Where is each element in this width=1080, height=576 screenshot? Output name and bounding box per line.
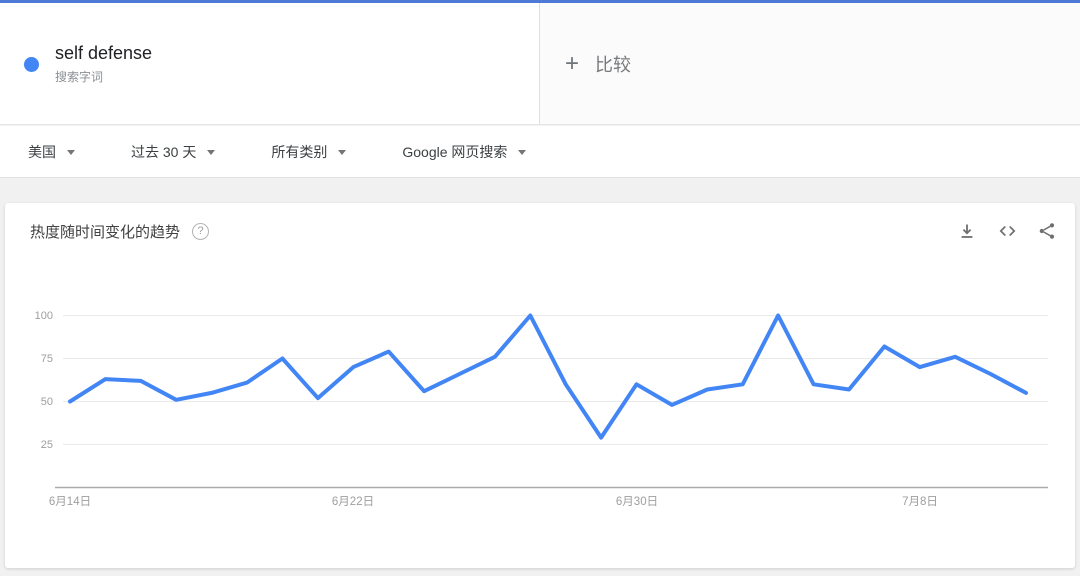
download-button[interactable] (957, 221, 977, 241)
x-tick-0: 6月14日 (49, 496, 91, 508)
compare-label: 比较 (595, 54, 632, 75)
plus-icon: + (565, 49, 580, 77)
embed-button[interactable] (997, 221, 1017, 241)
card-header: 热度随时间变化的趋势 ? (30, 218, 1057, 244)
x-tick-1: 6月22日 (332, 496, 374, 508)
embed-code-icon (999, 226, 1015, 236)
trend-series-line (68, 313, 1028, 440)
chart-title: 热度随时间变化的趋势 (30, 223, 181, 241)
x-tick-2: 6月30日 (616, 496, 658, 508)
y-axis-labels: 100 75 50 25 (35, 310, 53, 451)
x-axis-labels: 6月14日 6月22日 6月30日 7月8日 (49, 496, 938, 508)
share-icon (1039, 223, 1055, 239)
category-filter-dropdown[interactable]: 所有类别 (271, 142, 347, 162)
share-button[interactable] (1037, 221, 1057, 241)
chevron-down-icon (207, 150, 216, 155)
chevron-down-icon (67, 150, 75, 155)
help-icon[interactable]: ? (192, 222, 210, 240)
y-tick-50: 50 (41, 396, 53, 408)
trend-line-chart: 100 75 50 25 6月14日 6月22日 6月30日 7月8日 (35, 310, 1048, 508)
category-filter-label: 所有类别 (271, 143, 328, 160)
search-term-label: self defense (55, 43, 153, 63)
time-range-filter-label: 过去 30 天 (131, 143, 197, 160)
search-type-filter-dropdown[interactable]: Google 网页搜索 (402, 142, 527, 162)
download-icon (961, 224, 973, 238)
chart-toolbar (937, 221, 1057, 241)
accent-top-border (0, 0, 1080, 3)
search-type-filter-label: Google 网页搜索 (402, 143, 508, 160)
time-range-filter-dropdown[interactable]: 过去 30 天 (131, 142, 216, 162)
region-filter-dropdown[interactable]: 美国 (28, 142, 75, 162)
region-filter-label: 美国 (28, 143, 56, 160)
term-text-block: self defense 搜索字词 (55, 42, 152, 85)
y-tick-75: 75 (41, 353, 53, 365)
y-tick-100: 100 (35, 310, 53, 322)
chevron-down-icon (518, 150, 527, 155)
gridlines (55, 315, 1048, 489)
search-term-card[interactable]: self defense 搜索字词 (0, 3, 540, 124)
search-term-type: 搜索字词 (55, 70, 104, 84)
y-tick-25: 25 (41, 439, 53, 451)
explore-header: self defense 搜索字词 + 比较 (0, 3, 1080, 125)
interest-over-time-card: 热度随时间变化的趋势 ? (5, 203, 1075, 568)
series-color-dot (24, 57, 39, 72)
add-comparison-button[interactable]: + 比较 (540, 3, 1080, 124)
x-tick-3: 7月8日 (902, 496, 938, 508)
chevron-down-icon (338, 150, 347, 155)
filter-bar: 美国 过去 30 天 所有类别 Google 网页搜索 (0, 126, 1080, 178)
